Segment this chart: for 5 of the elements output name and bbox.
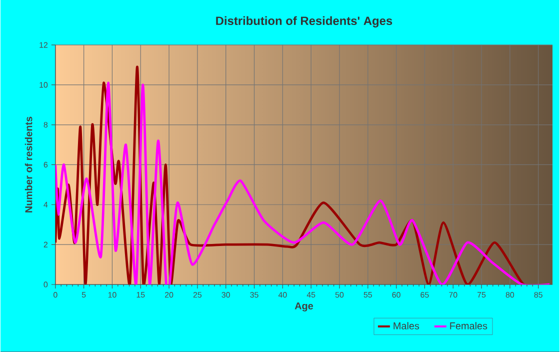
legend-label: Males bbox=[394, 322, 420, 330]
chart-title: Distribution of Residents' Ages bbox=[216, 16, 392, 28]
y-axis-title: Number of residents bbox=[24, 116, 32, 212]
legend-label: Females bbox=[450, 322, 488, 330]
x-axis-title: Age bbox=[294, 302, 314, 312]
